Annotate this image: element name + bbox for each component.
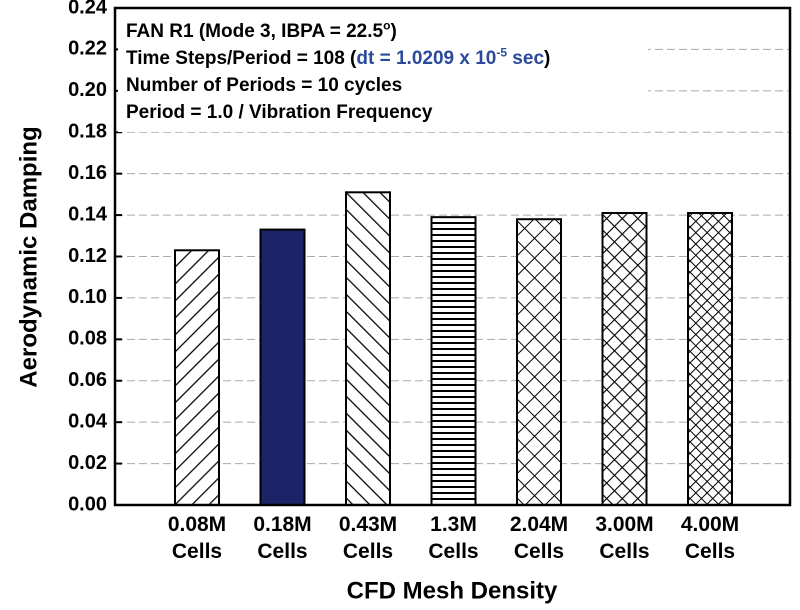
annotation-text: sec: [507, 48, 545, 69]
y-tick-label: 0.02: [68, 452, 107, 474]
bar: [345, 191, 391, 506]
annotation-text: -5: [496, 45, 508, 60]
annotation-text: o: [383, 18, 391, 33]
x-tick-label: 4.00M Cells: [680, 513, 740, 563]
y-tick-label: 0.14: [68, 203, 108, 225]
y-tick-label: 0.16: [68, 162, 107, 184]
annotation-text: FAN R1 (Mode 3, IBPA = 22.5: [126, 21, 384, 42]
y-tick-label: 0.10: [68, 286, 107, 308]
y-tick-label: 0.20: [68, 79, 107, 101]
annotation-line: Number of Periods = 10 cycles: [126, 72, 648, 99]
annotation-line: FAN R1 (Mode 3, IBPA = 22.5o): [126, 18, 648, 45]
bar: [516, 218, 562, 506]
annotation-box: FAN R1 (Mode 3, IBPA = 22.5o) Time Steps…: [118, 12, 648, 132]
y-tick-label: 0.18: [68, 121, 107, 143]
annotation-line: Period = 1.0 / Vibration Frequency: [126, 99, 648, 126]
y-tick-label: 0.24: [68, 0, 108, 18]
y-tick-label: 0.00: [68, 493, 107, 515]
y-tick-label: 0.04: [68, 410, 108, 432]
x-tick-label: 2.04M Cells: [509, 513, 569, 563]
annotation-line: Time Steps/Period = 108 (dt = 1.0209 x 1…: [126, 45, 648, 72]
x-tick-label: 0.43M Cells: [338, 513, 398, 563]
x-tick-label: 0.08M Cells: [167, 513, 227, 563]
x-tick-label: 1.3M Cells: [428, 513, 479, 563]
bar: [687, 212, 733, 506]
bar: [259, 228, 306, 506]
x-axis-label: CFD Mesh Density: [347, 577, 558, 604]
annotation-text: Time Steps/Period = 108 (: [126, 48, 357, 69]
annotation-text: Number of Periods = 10 cycles: [126, 75, 403, 96]
bar: [174, 249, 220, 506]
bar: [430, 216, 477, 506]
annotation-text: dt = 1.0209 x 10: [356, 48, 497, 69]
y-tick-label: 0.06: [68, 369, 107, 391]
y-tick-label: 0.08: [68, 328, 107, 350]
annotation-text: ): [544, 48, 551, 69]
x-tick-label: 3.00M Cells: [595, 513, 654, 563]
annotation-text: ): [390, 21, 397, 42]
y-tick-label: 0.22: [68, 38, 107, 60]
bar: [601, 212, 648, 506]
x-tick-label: 0.18M Cells: [253, 513, 312, 563]
y-tick-label: 0.12: [68, 245, 107, 267]
y-axis-label: Aerodynamic Damping: [15, 126, 42, 387]
annotation-text: Period = 1.0 / Vibration Frequency: [126, 102, 433, 123]
